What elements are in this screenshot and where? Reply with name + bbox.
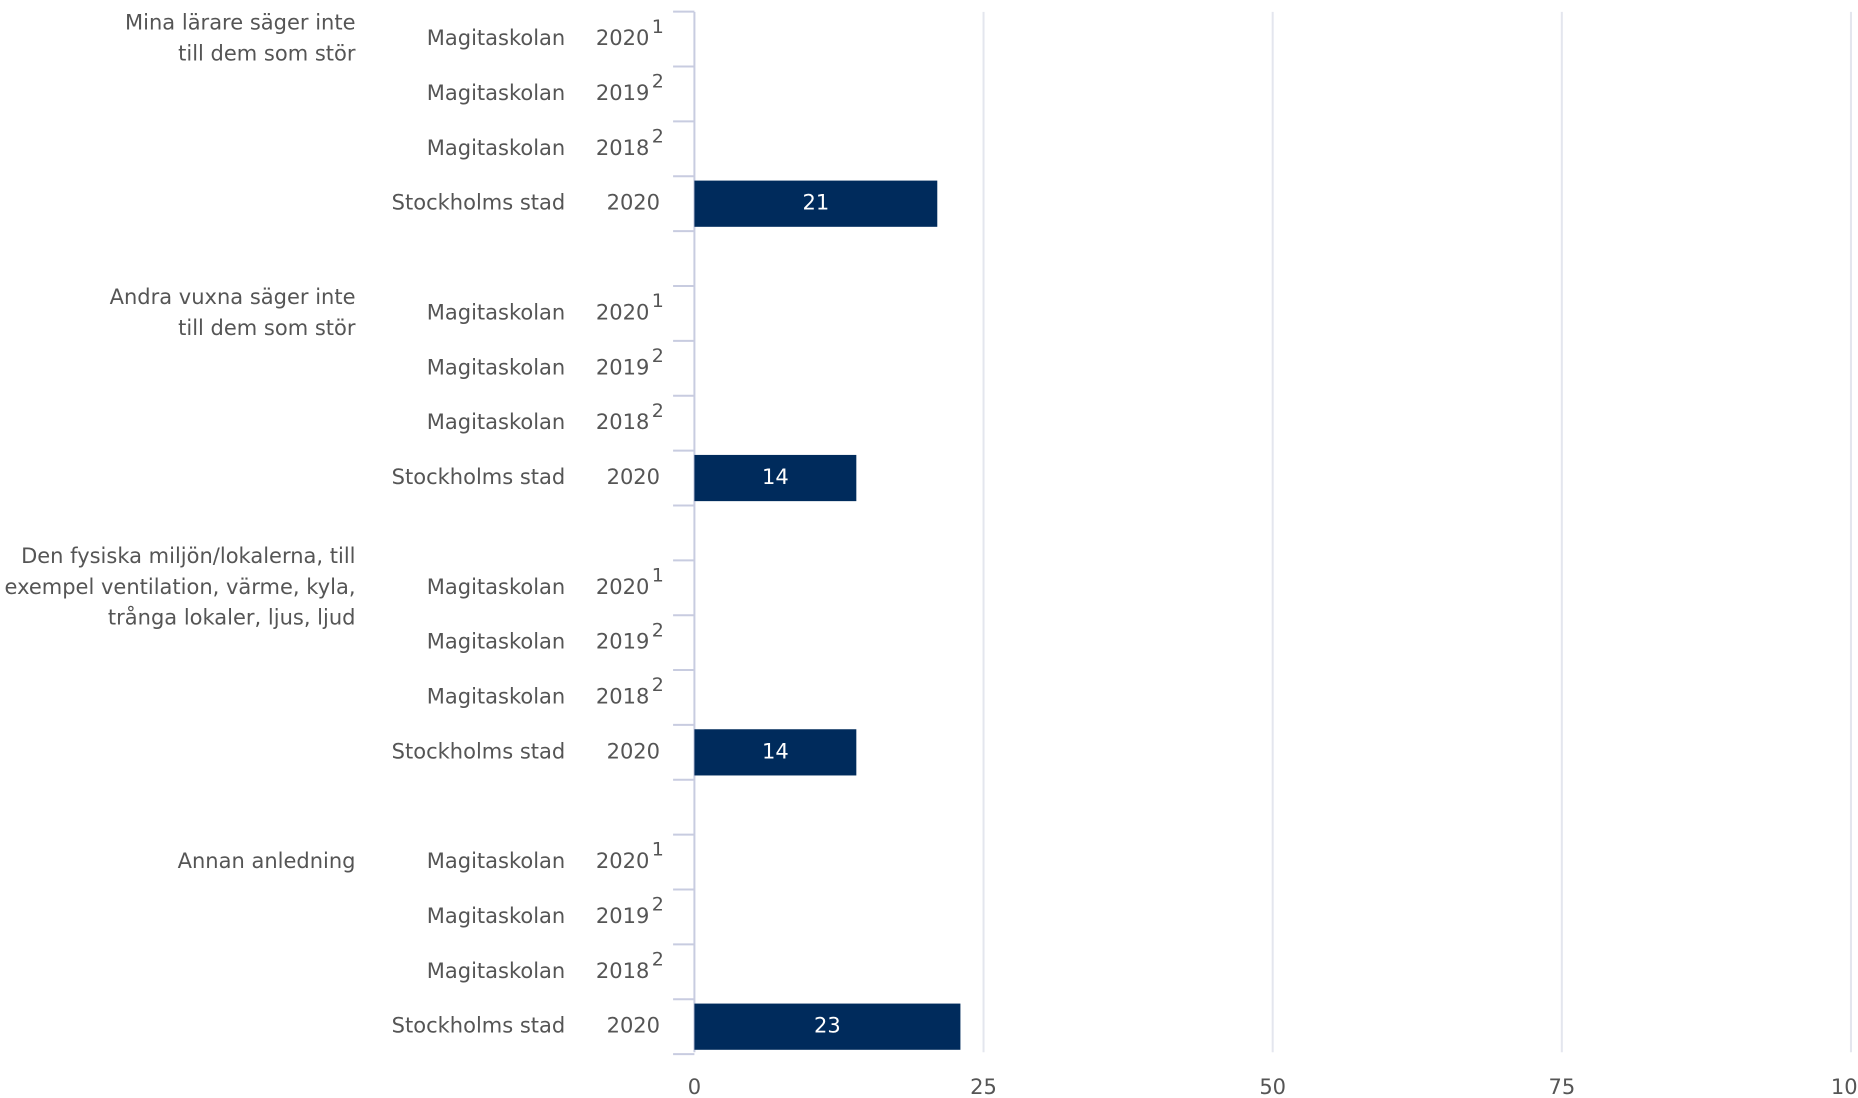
row-year: 2019 <box>596 904 649 928</box>
row-year: 2020 <box>596 300 649 324</box>
row-name: Stockholms stad <box>392 739 566 763</box>
row-year: 2019 <box>596 355 649 379</box>
row-name: Magitaskolan <box>427 959 565 983</box>
x-tick-label: 0 <box>688 1075 701 1098</box>
row-name: Magitaskolan <box>427 300 565 324</box>
row-name: Magitaskolan <box>427 849 565 873</box>
group-label: Mina lärare säger inte <box>125 11 355 35</box>
bar <box>694 729 857 776</box>
row-name: Magitaskolan <box>427 355 565 379</box>
row-year: 2020 <box>596 575 649 599</box>
row-year: 2020 <box>607 191 660 215</box>
row-name: Magitaskolan <box>427 684 565 708</box>
bar <box>694 1003 961 1050</box>
row-year: 2020 <box>596 26 649 50</box>
row-note: 2 <box>652 948 664 970</box>
row-note: 1 <box>652 16 664 38</box>
group-label: Andra vuxna säger inte <box>110 285 356 309</box>
row-name: Magitaskolan <box>427 575 565 599</box>
row-year: 2020 <box>607 739 660 763</box>
row-name: Magitaskolan <box>427 26 565 50</box>
row-year: 2020 <box>596 849 649 873</box>
bar-value-label: 14 <box>762 465 789 489</box>
row-name: Stockholms stad <box>392 465 566 489</box>
bar <box>694 180 938 227</box>
row-year: 2019 <box>596 81 649 105</box>
row-year: 2020 <box>607 465 660 489</box>
bar-value-label: 21 <box>802 191 829 215</box>
row-name: Magitaskolan <box>427 904 565 928</box>
group-label: Den fysiska miljön/lokalerna, till <box>21 544 355 568</box>
row-note: 2 <box>652 894 664 916</box>
row-year: 2020 <box>607 1014 660 1038</box>
group-label: Annan anledning <box>178 849 356 873</box>
bar-value-label: 14 <box>762 739 789 763</box>
row-year: 2018 <box>596 410 649 434</box>
row-name: Magitaskolan <box>427 136 565 160</box>
row-name: Magitaskolan <box>427 81 565 105</box>
group-label: till dem som stör <box>178 42 356 66</box>
x-tick-label: 75 <box>1548 1075 1575 1098</box>
row-note: 2 <box>652 619 664 641</box>
row-name: Stockholms stad <box>392 1014 566 1038</box>
bar <box>694 454 857 502</box>
x-tick-label: 50 <box>1259 1075 1286 1098</box>
group-label: exempel ventilation, värme, kyla, <box>5 575 356 599</box>
row-note: 2 <box>652 674 664 696</box>
row-year: 2018 <box>596 136 649 160</box>
x-tick-label: 100 <box>1831 1075 1858 1098</box>
row-year: 2018 <box>596 959 649 983</box>
row-name: Stockholms stad <box>392 191 566 215</box>
row-name: Magitaskolan <box>427 630 565 654</box>
row-note: 2 <box>652 125 664 147</box>
row-note: 2 <box>652 345 664 367</box>
bar-value-label: 23 <box>814 1014 841 1038</box>
x-tick-label: 25 <box>970 1075 997 1098</box>
row-year: 2019 <box>596 630 649 654</box>
row-year: 2018 <box>596 684 649 708</box>
group-label: till dem som stör <box>178 316 356 340</box>
row-name: Magitaskolan <box>427 410 565 434</box>
row-note: 1 <box>652 290 664 312</box>
group-label: trånga lokaler, ljus, ljud <box>108 605 356 630</box>
row-note: 1 <box>652 564 664 586</box>
row-note: 2 <box>652 400 664 422</box>
row-note: 2 <box>652 71 664 93</box>
row-note: 1 <box>652 839 664 861</box>
